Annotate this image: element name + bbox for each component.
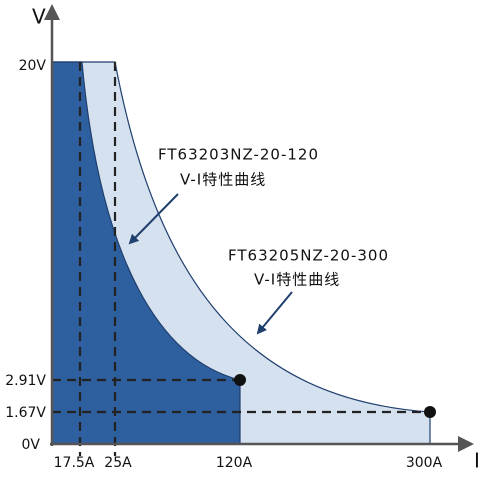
curve-model: FT63205NZ-20-300 [228,247,389,265]
point-120a [234,374,246,386]
x-tick-label: 25A [104,455,132,471]
curve-model: FT63203NZ-20-120 [158,146,319,164]
x-tick-label: 17.5A [54,455,95,471]
curve-caption: V-I特性曲线 [180,171,266,189]
y-tick-label: 2.91V [5,373,46,389]
y-tick-label: 1.67V [5,405,46,421]
x-axis-label: I [474,449,480,473]
pointer-arrow [256,291,293,335]
curve-caption: V-I特性曲线 [254,271,340,289]
x-arrow [458,436,474,452]
region-120a [51,61,241,445]
x-tick-label: 120A [216,455,253,471]
point-300a [424,406,436,418]
pointer-arrow [128,193,179,245]
y-axis-label: V [32,5,46,29]
y-tick-label: 0V [22,437,41,453]
x-tick-label: 300A [406,455,443,471]
y-arrow [44,4,60,20]
y-tick-label: 20V [19,58,47,74]
